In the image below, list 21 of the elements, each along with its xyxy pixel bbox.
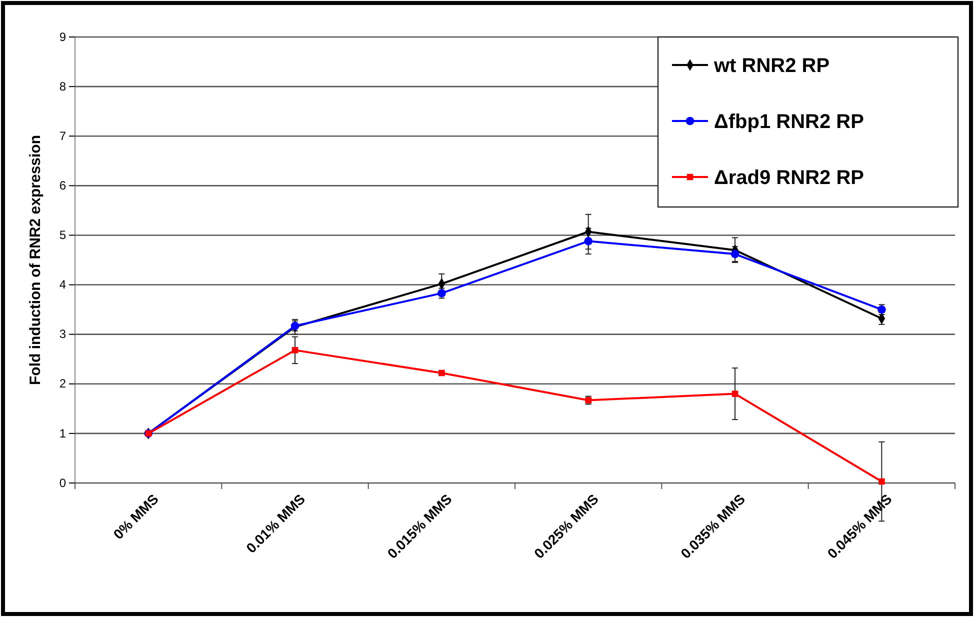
y-tick-label: 9 [59, 30, 66, 44]
point [878, 478, 885, 485]
point [584, 236, 593, 246]
point [730, 250, 740, 258]
y-tick-label: 6 [59, 178, 66, 193]
legend-label: Δrad9 RNR2 RP [714, 167, 864, 189]
point [292, 347, 298, 354]
y-tick-label: 4 [59, 278, 66, 292]
y-tick-label: 5 [59, 228, 66, 242]
y-axis-title: Fold induction of RNR2 expression [27, 134, 44, 386]
point [438, 370, 445, 376]
y-tick-label: 2 [59, 376, 66, 391]
y-tick-label: 3 [59, 327, 66, 342]
point [290, 322, 300, 330]
y-tick-label: 1 [59, 426, 66, 440]
y-tick-label: 8 [59, 79, 66, 94]
y-tick-label: 7 [59, 128, 66, 143]
legend-label: wt RNR2 RP [713, 55, 830, 77]
point [732, 390, 738, 397]
legend-label: Δfbp1 RNR2 RP [714, 111, 864, 133]
y-tick-label: 0 [59, 476, 66, 490]
